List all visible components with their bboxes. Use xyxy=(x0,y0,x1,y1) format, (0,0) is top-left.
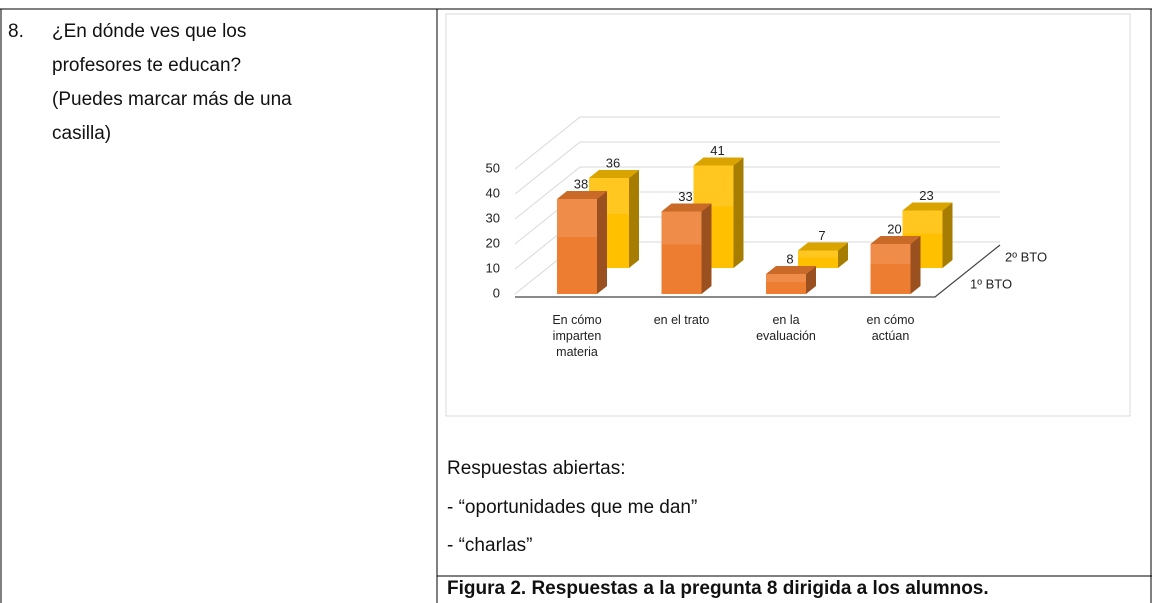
bar-face xyxy=(766,274,806,294)
bar-face xyxy=(661,211,702,294)
value-label: 38 xyxy=(574,176,588,191)
bar-face xyxy=(806,266,816,294)
bar-face xyxy=(557,191,607,199)
bar-face xyxy=(629,170,639,268)
floor-edge xyxy=(515,244,1001,298)
value-label: 33 xyxy=(678,189,692,204)
bar-face xyxy=(597,191,607,294)
question-line: (Puedes marcar más de una xyxy=(52,89,292,110)
bar-face xyxy=(629,170,639,268)
bar xyxy=(766,266,816,294)
bar-face xyxy=(910,236,921,294)
value-label: 8 xyxy=(786,251,793,266)
x-tick-label: En cómo imparten materia xyxy=(552,313,602,359)
value-label: 20 xyxy=(887,221,901,236)
x-tick-label: en la evaluación xyxy=(756,313,816,343)
bar-face xyxy=(661,211,702,245)
bar-face xyxy=(701,203,712,294)
bar-face xyxy=(798,242,848,251)
y-tick-label: 0 xyxy=(493,285,500,300)
bar-face xyxy=(902,210,943,234)
bar-face xyxy=(942,202,953,268)
bar-face xyxy=(701,203,712,294)
y-tick-label: 10 xyxy=(486,260,500,275)
grid-line xyxy=(514,141,1000,195)
bar-face xyxy=(557,191,607,199)
grid-line xyxy=(514,116,1000,170)
value-label: 41 xyxy=(710,143,724,158)
series-label: 1º BTO xyxy=(970,276,1012,291)
open-answer: - “charlas” xyxy=(447,535,533,556)
bar-face xyxy=(661,203,712,212)
chart: 0 10 20 30 40 50 1º BTO 2º BTO 36 41 7 23 38 33 8 20 xyxy=(486,116,1047,300)
open-answers-heading: Respuestas abiertas: xyxy=(447,458,626,479)
bar-face xyxy=(766,266,816,274)
bar-face xyxy=(798,250,838,258)
bar-face xyxy=(910,236,921,294)
bar xyxy=(798,242,848,268)
bar-face xyxy=(589,170,639,178)
caption: Figura 2. Respuestas a la pregunta 8 dir… xyxy=(447,578,989,599)
bar-face xyxy=(557,199,597,237)
bar-face xyxy=(766,266,816,274)
bar-face xyxy=(693,165,734,207)
y-tick-label: 50 xyxy=(486,160,500,175)
bar-face xyxy=(942,202,953,268)
bar-face xyxy=(733,157,744,268)
bar-face xyxy=(597,191,607,294)
bar-face xyxy=(870,236,921,244)
bar-face xyxy=(693,157,744,166)
question-number: 8. xyxy=(8,21,24,42)
series-label: 2º BTO xyxy=(1005,249,1047,264)
bar-face xyxy=(902,202,953,211)
y-tick-label: 20 xyxy=(486,235,500,250)
bar-face xyxy=(838,242,848,268)
bar-face xyxy=(838,242,848,268)
bar-face xyxy=(870,244,911,264)
value-label: 23 xyxy=(919,188,933,203)
bar-face xyxy=(798,242,848,251)
bar-face xyxy=(589,170,639,178)
bar-face xyxy=(806,266,816,294)
bar-face xyxy=(693,157,744,166)
bar-face xyxy=(766,274,806,282)
bar-face xyxy=(733,157,744,268)
question-line: casilla) xyxy=(52,123,112,144)
value-label: 7 xyxy=(818,228,825,243)
value-label: 36 xyxy=(606,155,620,170)
bar-face xyxy=(902,202,953,211)
bar-face xyxy=(870,236,921,244)
y-tick-label: 30 xyxy=(486,210,500,225)
open-answer: - “oportunidades que me dan” xyxy=(447,497,698,518)
x-tick-label: en cómo actúan xyxy=(866,313,915,343)
x-tick-label: en el trato xyxy=(653,313,710,327)
bar xyxy=(693,157,744,268)
bar-face xyxy=(557,199,597,294)
bar xyxy=(870,236,921,294)
bar xyxy=(557,191,607,294)
grid-line xyxy=(514,166,1000,220)
y-tick-label: 40 xyxy=(486,185,500,200)
bar xyxy=(661,203,712,294)
bar-face xyxy=(798,250,838,268)
question-line: ¿En dónde ves que los xyxy=(52,21,247,42)
bar-face xyxy=(661,203,712,212)
bar-face xyxy=(870,244,911,294)
question-line: profesores te educan? xyxy=(52,55,242,76)
